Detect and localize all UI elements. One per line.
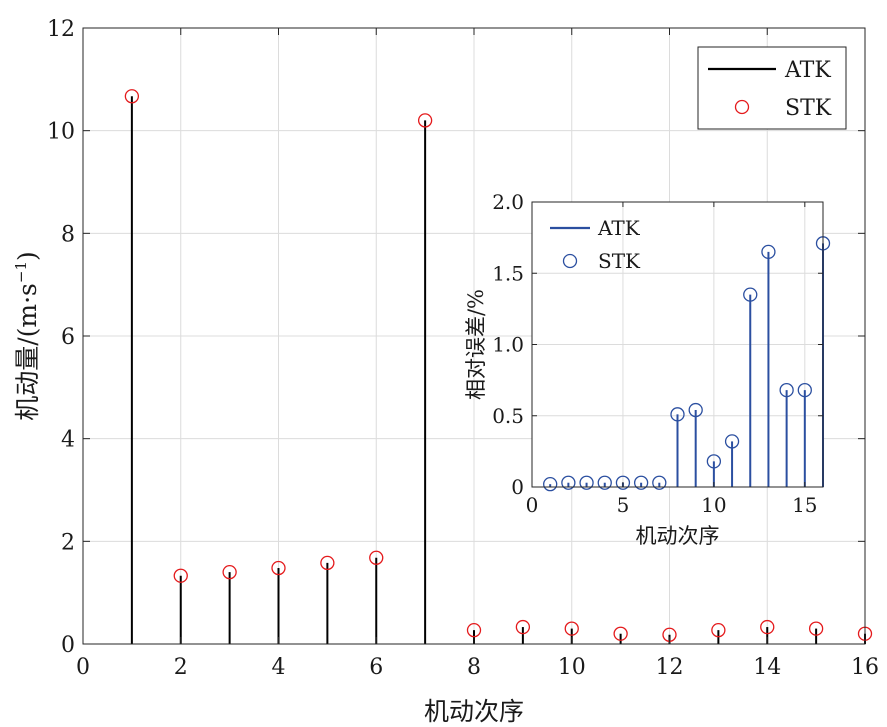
x-tick-label: 10 [701,493,726,517]
x-axis-label: 机动次序 [636,524,720,548]
y-tick-label: 10 [47,120,75,145]
x-tick-label: 12 [656,655,684,680]
x-tick-label: 14 [753,655,781,680]
x-tick-label: 15 [792,493,817,517]
y-axis-label-exponent: −1 [12,261,30,283]
marker-stk [369,550,384,565]
marker-stk [597,475,612,490]
marker-stk [706,454,722,469]
y-tick-label: 4 [61,428,75,453]
y-tick-label: 1.5 [492,261,524,285]
marker-stk [466,622,482,638]
y-tick-label: 2.0 [492,190,524,214]
legend-label-stk: STK [598,249,641,273]
y-axis-label: 相对误差/% [464,289,488,400]
marker-stk [124,89,140,104]
marker-stk [615,475,631,490]
y-tick-label: 0.5 [492,404,524,428]
legend-circle-icon [734,99,750,115]
x-tick-label: 10 [558,655,586,680]
y-tick-label: 2 [61,530,75,555]
x-tick-label: 5 [617,493,630,517]
marker-stk [797,382,812,398]
y-tick-label: 0 [511,475,524,499]
y-axis-label-close: ) [13,251,42,261]
marker-stk [561,475,576,490]
marker-stk [688,402,703,418]
y-tick-label: 1.0 [492,333,524,357]
x-tick-label: 4 [272,655,286,680]
legend-circle-icon [562,253,578,269]
marker-stk [613,626,628,641]
y-tick-label: 12 [47,17,75,42]
x-tick-label: 6 [369,655,383,680]
marker-stk [543,476,558,492]
marker-stk [271,560,286,576]
marker-stk [222,564,237,580]
marker-stk [579,475,594,490]
legend-box [697,46,847,130]
marker-stk [779,382,794,398]
marker-stk [633,475,649,490]
marker-stk [417,113,433,128]
x-tick-label: 16 [851,655,879,680]
x-tick-label: 8 [467,655,481,680]
y-axis-label: 机动量/(m·s−1) [12,251,42,421]
x-tick-label: 0 [76,655,90,680]
x-axis-label: 机动次序 [424,697,524,726]
marker-stk [564,621,579,636]
marker-stk [515,619,531,635]
marker-stk [724,434,740,449]
legend-label-atk: ATK [784,58,831,83]
y-axis-label-text: 机动量/(m·s [13,283,42,421]
x-tick-label: 0 [526,493,539,517]
y-tick-label: 0 [61,633,75,658]
y-tick-label: 6 [61,325,75,350]
marker-stk [808,621,824,636]
marker-stk [743,287,758,302]
x-tick-label: 2 [174,655,188,680]
legend-label-atk: ATK [597,216,641,240]
marker-stk [711,622,726,638]
marker-stk [670,407,685,422]
inset-chart: 0 5 10 15 0 0.5 1.0 1.5 2.0 机动次序 相对误差/% ATK STK [464,190,831,548]
marker-stk [652,475,667,490]
marker-stk [760,619,775,635]
marker-stk [320,555,335,571]
y-tick-label: 8 [61,222,75,247]
legend-label-stk: STK [785,96,832,121]
marker-stk [173,568,188,583]
marker-stk [761,244,776,260]
